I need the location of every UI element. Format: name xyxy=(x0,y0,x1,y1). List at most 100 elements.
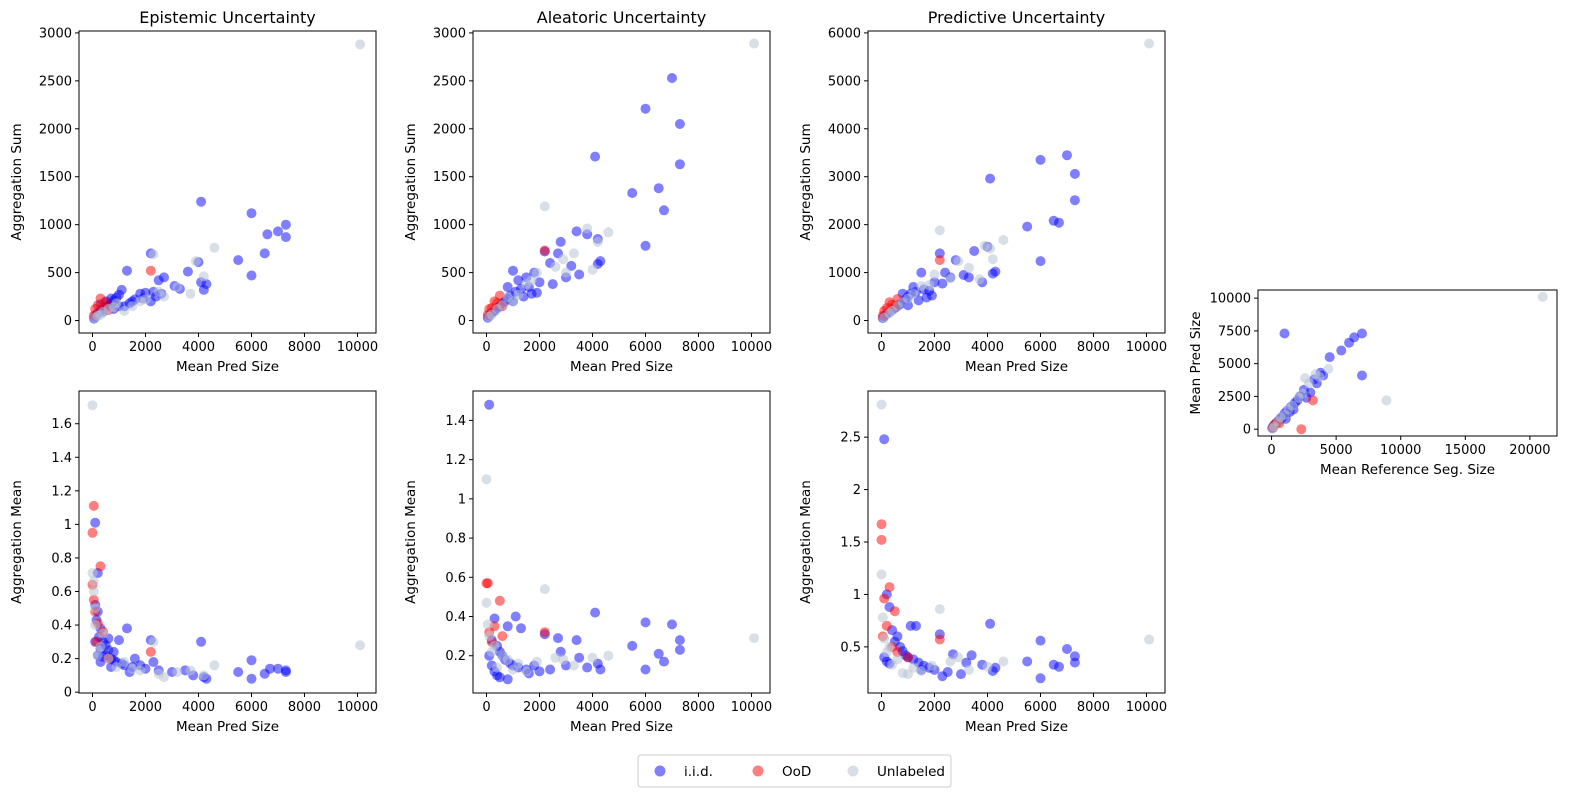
point-iid xyxy=(526,288,537,299)
x-tick-label: 10000 xyxy=(1126,700,1167,715)
y-tick-label: 0.4 xyxy=(445,610,466,625)
point-unlabeled xyxy=(481,474,492,485)
point-iid xyxy=(1054,661,1064,672)
chart-pred-sum: 0 2000 4000 6000 8000 10000 0 1000 2000 3000 4000 5… xyxy=(798,8,1167,375)
point-iid xyxy=(233,255,244,266)
point-ood xyxy=(889,606,900,617)
point-unlabeled xyxy=(987,254,998,265)
point-iid xyxy=(966,650,977,661)
y-axis-label: Aggregation Mean xyxy=(798,480,814,604)
point-unlabeled xyxy=(148,249,159,260)
point-unlabeled xyxy=(934,604,945,615)
point-unlabeled xyxy=(127,663,138,674)
point-iid xyxy=(513,275,524,286)
point-unlabeled xyxy=(603,650,614,661)
y-tick-label: 0 xyxy=(64,686,72,701)
y-tick-label: 1 xyxy=(853,588,861,603)
point-unlabeled xyxy=(1144,38,1155,49)
x-axis-label: Mean Pred Size xyxy=(570,359,673,375)
x-tick-label: 0 xyxy=(482,700,490,715)
x-tick-label: 10000 xyxy=(337,700,378,715)
point-unlabeled xyxy=(135,665,146,676)
point-unlabeled xyxy=(963,262,974,273)
legend: i.i.d. OoD Unlabeled xyxy=(637,754,952,788)
x-tick-label: 2000 xyxy=(918,700,951,715)
point-iid xyxy=(590,151,601,162)
point-iid xyxy=(246,673,257,684)
axes-frame xyxy=(472,30,771,334)
point-iid xyxy=(534,277,545,288)
y-tick-label: 1.2 xyxy=(51,484,72,499)
point-iid xyxy=(1357,370,1367,381)
x-tick-label: 0 xyxy=(88,700,96,715)
x-tick-label: 0 xyxy=(1267,443,1275,458)
point-iid xyxy=(273,226,283,237)
point-ood xyxy=(539,245,550,256)
point-ood xyxy=(145,646,156,657)
point-iid xyxy=(1035,256,1046,267)
point-unlabeled xyxy=(209,660,220,671)
chart-ale-mean: 0 2000 4000 6000 8000 10000 0.2 0.4 0.6 0.8 1 1.2 1.… xyxy=(403,390,772,735)
point-unlabeled xyxy=(568,248,579,259)
point-unlabeled xyxy=(1144,634,1155,645)
point-iid xyxy=(1035,154,1046,165)
y-tick-label: 4000 xyxy=(828,122,861,137)
point-unlabeled xyxy=(108,302,119,313)
point-iid xyxy=(510,611,521,622)
point-iid xyxy=(659,205,669,216)
point-unlabeled xyxy=(492,662,503,673)
point-iid xyxy=(627,188,638,198)
legend-marker-ood xyxy=(752,765,764,777)
point-iid xyxy=(640,664,651,675)
point-iid xyxy=(545,664,556,675)
point-unlabeled xyxy=(98,628,109,639)
point-iid xyxy=(1357,328,1367,339)
y-tick-label: 5000 xyxy=(1218,357,1251,372)
y-tick-label: 2500 xyxy=(1218,390,1251,405)
point-unlabeled xyxy=(489,640,500,651)
point-unlabeled xyxy=(90,603,101,614)
point-iid xyxy=(198,284,209,295)
y-tick-label: 0 xyxy=(64,314,72,329)
point-unlabeled xyxy=(749,38,760,49)
point-unlabeled xyxy=(953,652,964,663)
x-tick-label: 8000 xyxy=(288,340,321,355)
point-iid xyxy=(1062,150,1072,161)
point-unlabeled xyxy=(879,312,890,323)
point-unlabeled xyxy=(897,297,908,308)
x-axis-label: Mean Pred Size xyxy=(176,359,279,375)
y-tick-label: 2000 xyxy=(828,218,861,233)
point-unlabeled xyxy=(568,660,579,671)
x-tick-label: 0 xyxy=(482,340,490,355)
point-iid xyxy=(985,618,996,629)
y-tick-label: 1000 xyxy=(828,266,861,281)
point-ood xyxy=(494,595,505,606)
point-unlabeled xyxy=(561,267,571,278)
legend-marker-unlabeled xyxy=(847,765,859,777)
point-unlabeled xyxy=(513,289,524,300)
point-iid xyxy=(1344,337,1355,348)
x-tick-label: 0 xyxy=(877,700,885,715)
point-iid xyxy=(153,275,164,286)
point-iid xyxy=(1022,656,1033,667)
point-unlabeled xyxy=(190,256,201,267)
point-iid xyxy=(489,613,500,624)
point-ood xyxy=(934,255,945,266)
point-unlabeled xyxy=(497,650,508,661)
point-iid xyxy=(273,663,283,674)
x-tick-label: 10000 xyxy=(1126,340,1167,355)
x-tick-label: 6000 xyxy=(235,340,268,355)
point-unlabeled xyxy=(119,657,130,667)
chart-title: Aleatoric Uncertainty xyxy=(537,8,706,27)
point-ood xyxy=(881,620,892,631)
x-tick-label: 8000 xyxy=(682,700,715,715)
point-unlabeled xyxy=(1275,412,1286,423)
point-iid xyxy=(640,103,651,114)
point-unlabeled xyxy=(355,640,366,651)
y-tick-label: 500 xyxy=(47,266,72,281)
point-unlabeled xyxy=(172,667,183,677)
point-iid xyxy=(1054,217,1064,228)
x-tick-label: 0 xyxy=(877,340,885,355)
x-axis-label: Mean Pred Size xyxy=(965,359,1068,375)
point-unlabeled xyxy=(148,636,159,647)
